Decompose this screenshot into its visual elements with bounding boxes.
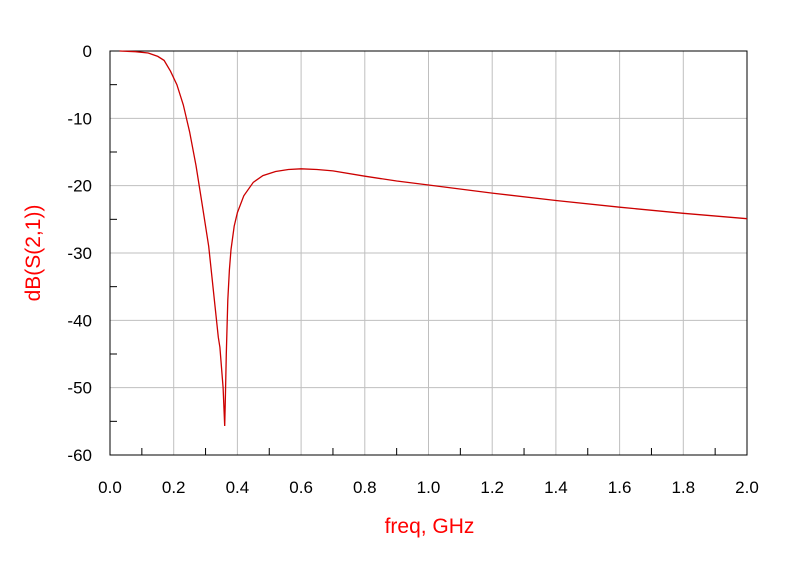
- grid-lines: [109, 50, 748, 456]
- x-tick-label: 0.4: [226, 478, 250, 497]
- x-tick-labels: 0.0 0.2 0.4 0.6 0.8 1.0 1.2 1.4 1.6 1.8 2.0: [98, 478, 759, 497]
- x-tick-label: 1.6: [608, 478, 632, 497]
- y-tick-label: -50: [67, 379, 92, 398]
- x-tick-label: 1.2: [480, 478, 504, 497]
- y-tick-labels: 0 -10 -20 -30 -40 -50 -60: [67, 42, 92, 465]
- x-tick-label: 1.0: [417, 478, 441, 497]
- y-axis-title: dB(S(2,1)): [22, 205, 45, 302]
- s21-trace: [119, 50, 748, 427]
- x-tick-label: 0.8: [353, 478, 377, 497]
- x-tick-label: 1.8: [671, 478, 695, 497]
- x-tick-label: 2.0: [735, 478, 759, 497]
- plot-frame: [109, 50, 748, 456]
- y-tick-label: -10: [67, 109, 92, 128]
- x-tick-label: 1.4: [544, 478, 568, 497]
- y-tick-label: -20: [67, 177, 92, 196]
- minor-ticks: [110, 84, 716, 455]
- y-tick-label: -30: [67, 244, 92, 263]
- x-tick-label: 0.0: [98, 478, 122, 497]
- y-tick-label: -40: [67, 311, 92, 330]
- x-axis-title: freq, GHz: [385, 515, 475, 538]
- y-tick-label: 0: [83, 42, 92, 61]
- x-tick-label: 0.2: [162, 478, 186, 497]
- x-tick-label: 0.6: [289, 478, 313, 497]
- y-tick-label: -60: [67, 446, 92, 465]
